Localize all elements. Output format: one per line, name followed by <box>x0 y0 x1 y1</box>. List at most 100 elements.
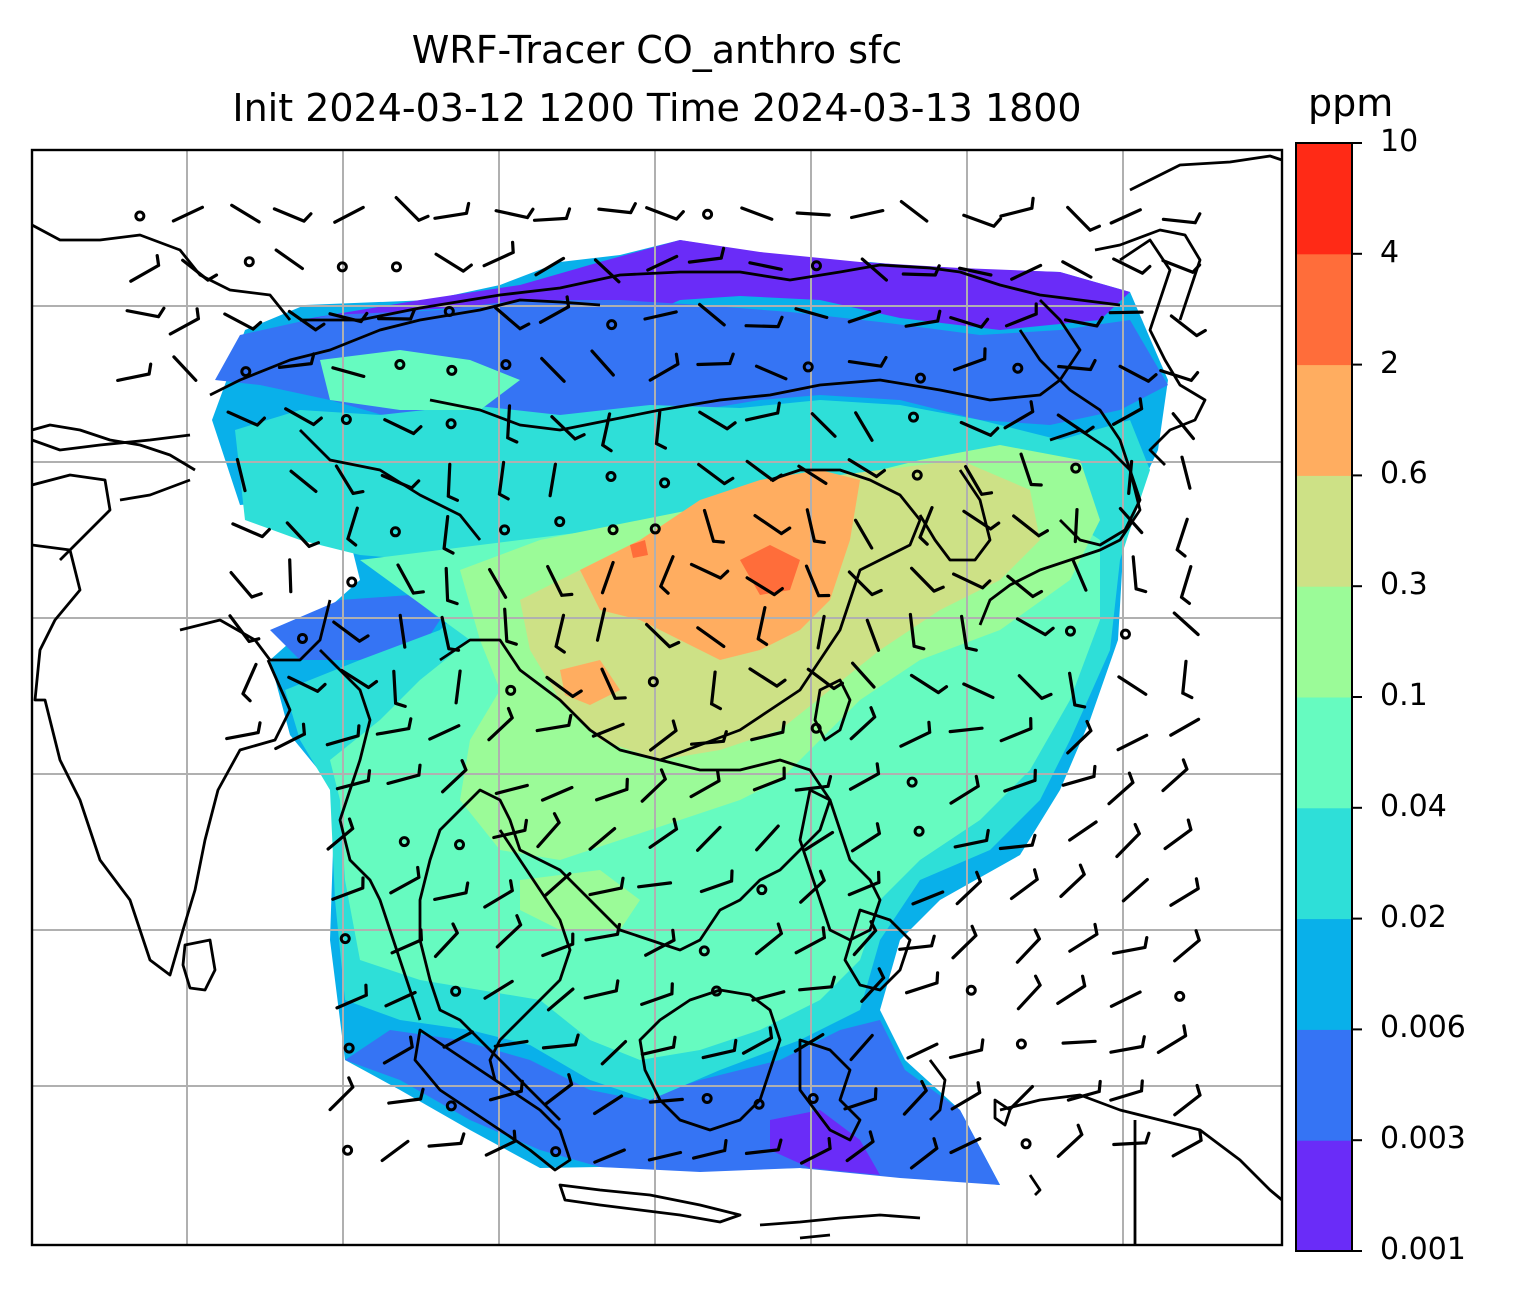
wind-barb <box>289 469 318 493</box>
wind-barb <box>597 202 637 215</box>
wind-barb <box>899 200 929 223</box>
calm-wind-circle <box>342 1144 354 1156</box>
wind-barb <box>1004 302 1038 328</box>
wind-barb <box>953 347 987 372</box>
wind-barb <box>540 785 574 802</box>
wind-barb <box>588 827 617 851</box>
calm-wind-circle <box>500 359 512 371</box>
calm-wind-circle <box>446 364 458 376</box>
wind-barb <box>793 1033 825 1053</box>
wind-barb <box>649 719 678 752</box>
wind-barb <box>506 404 519 444</box>
wind-barb <box>1012 514 1049 538</box>
wind-barb <box>541 932 575 958</box>
wind-barb <box>600 1040 628 1066</box>
calm-wind-circle <box>702 208 714 220</box>
wind-barb <box>847 458 886 479</box>
wind-barb <box>1068 820 1098 842</box>
wind-barb <box>396 563 425 595</box>
wind-barb <box>1019 452 1043 487</box>
wind-barb <box>908 612 926 651</box>
wind-barb <box>503 607 518 646</box>
wind-barb <box>392 669 407 708</box>
wind-barb <box>493 1039 529 1048</box>
wind-barb <box>1169 717 1201 737</box>
wind-barb <box>748 667 787 688</box>
contour-level-2-b <box>630 540 648 558</box>
wind-barb <box>333 205 365 224</box>
wind-barb <box>740 206 774 221</box>
wind-barb <box>958 266 993 277</box>
wind-barb <box>433 201 471 220</box>
calm-wind-circle <box>398 836 410 848</box>
wind-barb <box>488 1079 524 1102</box>
calm-wind-circle <box>454 839 466 851</box>
coast-india <box>32 543 292 977</box>
wind-barb <box>910 566 945 593</box>
calm-wind-circle <box>343 1042 355 1054</box>
calm-wind-circle <box>243 256 255 268</box>
wind-barb <box>172 355 198 382</box>
colorbar-segment-9 <box>1296 143 1352 255</box>
wind-barb <box>168 307 200 336</box>
wind-barb <box>909 673 949 695</box>
border-south-asia <box>32 473 332 662</box>
wind-barb <box>850 822 881 853</box>
wind-barb <box>696 352 735 367</box>
coast-northwest <box>32 223 292 472</box>
wind-barb <box>1159 369 1200 382</box>
wind-barb <box>235 457 247 493</box>
wind-barb <box>816 614 826 650</box>
wind-barb <box>1161 212 1202 225</box>
coast-myanmar <box>319 649 422 1021</box>
wind-barb <box>753 514 792 536</box>
border-mongolia <box>300 263 1121 322</box>
wind-barb <box>960 614 978 652</box>
wind-barb <box>226 410 266 427</box>
wind-barb <box>1010 263 1043 281</box>
contour-level-0.6 <box>580 470 860 660</box>
wind-barb <box>1109 208 1142 225</box>
coast-indochina <box>418 638 832 1121</box>
calm-wind-circle <box>339 933 351 945</box>
wind-barb <box>860 967 886 1003</box>
wind-barb <box>325 724 361 747</box>
wind-barb <box>346 506 359 547</box>
wind-barb <box>600 560 615 595</box>
wind-barb <box>601 412 613 453</box>
wind-barb <box>701 1038 738 1060</box>
colorbar-segment-0 <box>1296 1140 1352 1252</box>
calm-wind-circle <box>1020 1138 1032 1150</box>
wind-barb <box>1169 314 1207 338</box>
wind-barb <box>1056 1123 1084 1158</box>
colorbar-segment-6 <box>1296 475 1352 587</box>
wind-barb <box>1009 868 1039 901</box>
wind-barb <box>854 411 874 442</box>
wind-barb <box>272 207 313 223</box>
wind-barb <box>959 420 1000 437</box>
wind-barb <box>902 1080 928 1116</box>
calm-wind-circle <box>554 516 566 528</box>
wind-barb <box>383 418 423 436</box>
wind-barb <box>998 833 1037 851</box>
calm-wind-circle <box>346 576 358 588</box>
calm-wind-circle <box>605 471 617 483</box>
wind-barb <box>962 682 995 699</box>
wind-barb <box>697 462 735 486</box>
wind-barb <box>847 309 882 324</box>
wind-barb <box>335 769 372 791</box>
wind-barb <box>497 460 510 501</box>
calm-wind-circle <box>1119 628 1131 640</box>
wind-barb <box>1161 758 1189 793</box>
calm-wind-circle <box>659 477 671 489</box>
calm-wind-circle <box>1012 362 1024 374</box>
border-mongolia-south <box>429 299 1082 432</box>
colorbar <box>1295 142 1362 1252</box>
wind-barb <box>584 922 621 942</box>
wind-barb <box>953 828 990 849</box>
wind-barb <box>454 669 462 705</box>
wind-barb <box>644 928 676 957</box>
wind-barb <box>274 248 304 271</box>
wind-barb <box>696 626 726 648</box>
